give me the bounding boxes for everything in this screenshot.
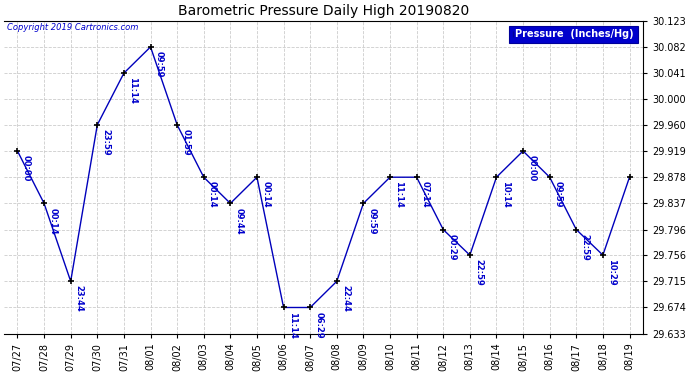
Text: 00:14: 00:14 <box>261 182 270 208</box>
Title: Barometric Pressure Daily High 20190820: Barometric Pressure Daily High 20190820 <box>178 4 469 18</box>
Text: 00:00: 00:00 <box>527 155 536 182</box>
Text: 11:14: 11:14 <box>128 77 137 104</box>
Text: 23:59: 23:59 <box>101 129 110 156</box>
Text: 07:14: 07:14 <box>421 182 430 208</box>
Text: 09:59: 09:59 <box>368 207 377 234</box>
Text: 22:59: 22:59 <box>580 234 589 261</box>
Text: 11:14: 11:14 <box>394 182 403 208</box>
Text: 09:44: 09:44 <box>235 207 244 234</box>
Text: 00:14: 00:14 <box>208 182 217 208</box>
Text: 01:59: 01:59 <box>181 129 190 156</box>
Text: 09:59: 09:59 <box>155 51 164 78</box>
Text: 23:44: 23:44 <box>75 285 84 312</box>
Legend: Pressure  (Inches/Hg): Pressure (Inches/Hg) <box>509 26 638 44</box>
Text: 00:29: 00:29 <box>447 234 456 260</box>
Text: 00:14: 00:14 <box>48 207 57 234</box>
Text: 11:14: 11:14 <box>288 312 297 339</box>
Text: 10:14: 10:14 <box>501 182 510 208</box>
Text: 22:59: 22:59 <box>474 259 483 286</box>
Text: 22:44: 22:44 <box>341 285 350 312</box>
Text: 10:29: 10:29 <box>607 259 616 286</box>
Text: Copyright 2019 Cartronics.com: Copyright 2019 Cartronics.com <box>7 23 138 32</box>
Text: 00:00: 00:00 <box>21 155 30 182</box>
Text: 06:29: 06:29 <box>315 312 324 338</box>
Text: 09:59: 09:59 <box>554 182 563 208</box>
